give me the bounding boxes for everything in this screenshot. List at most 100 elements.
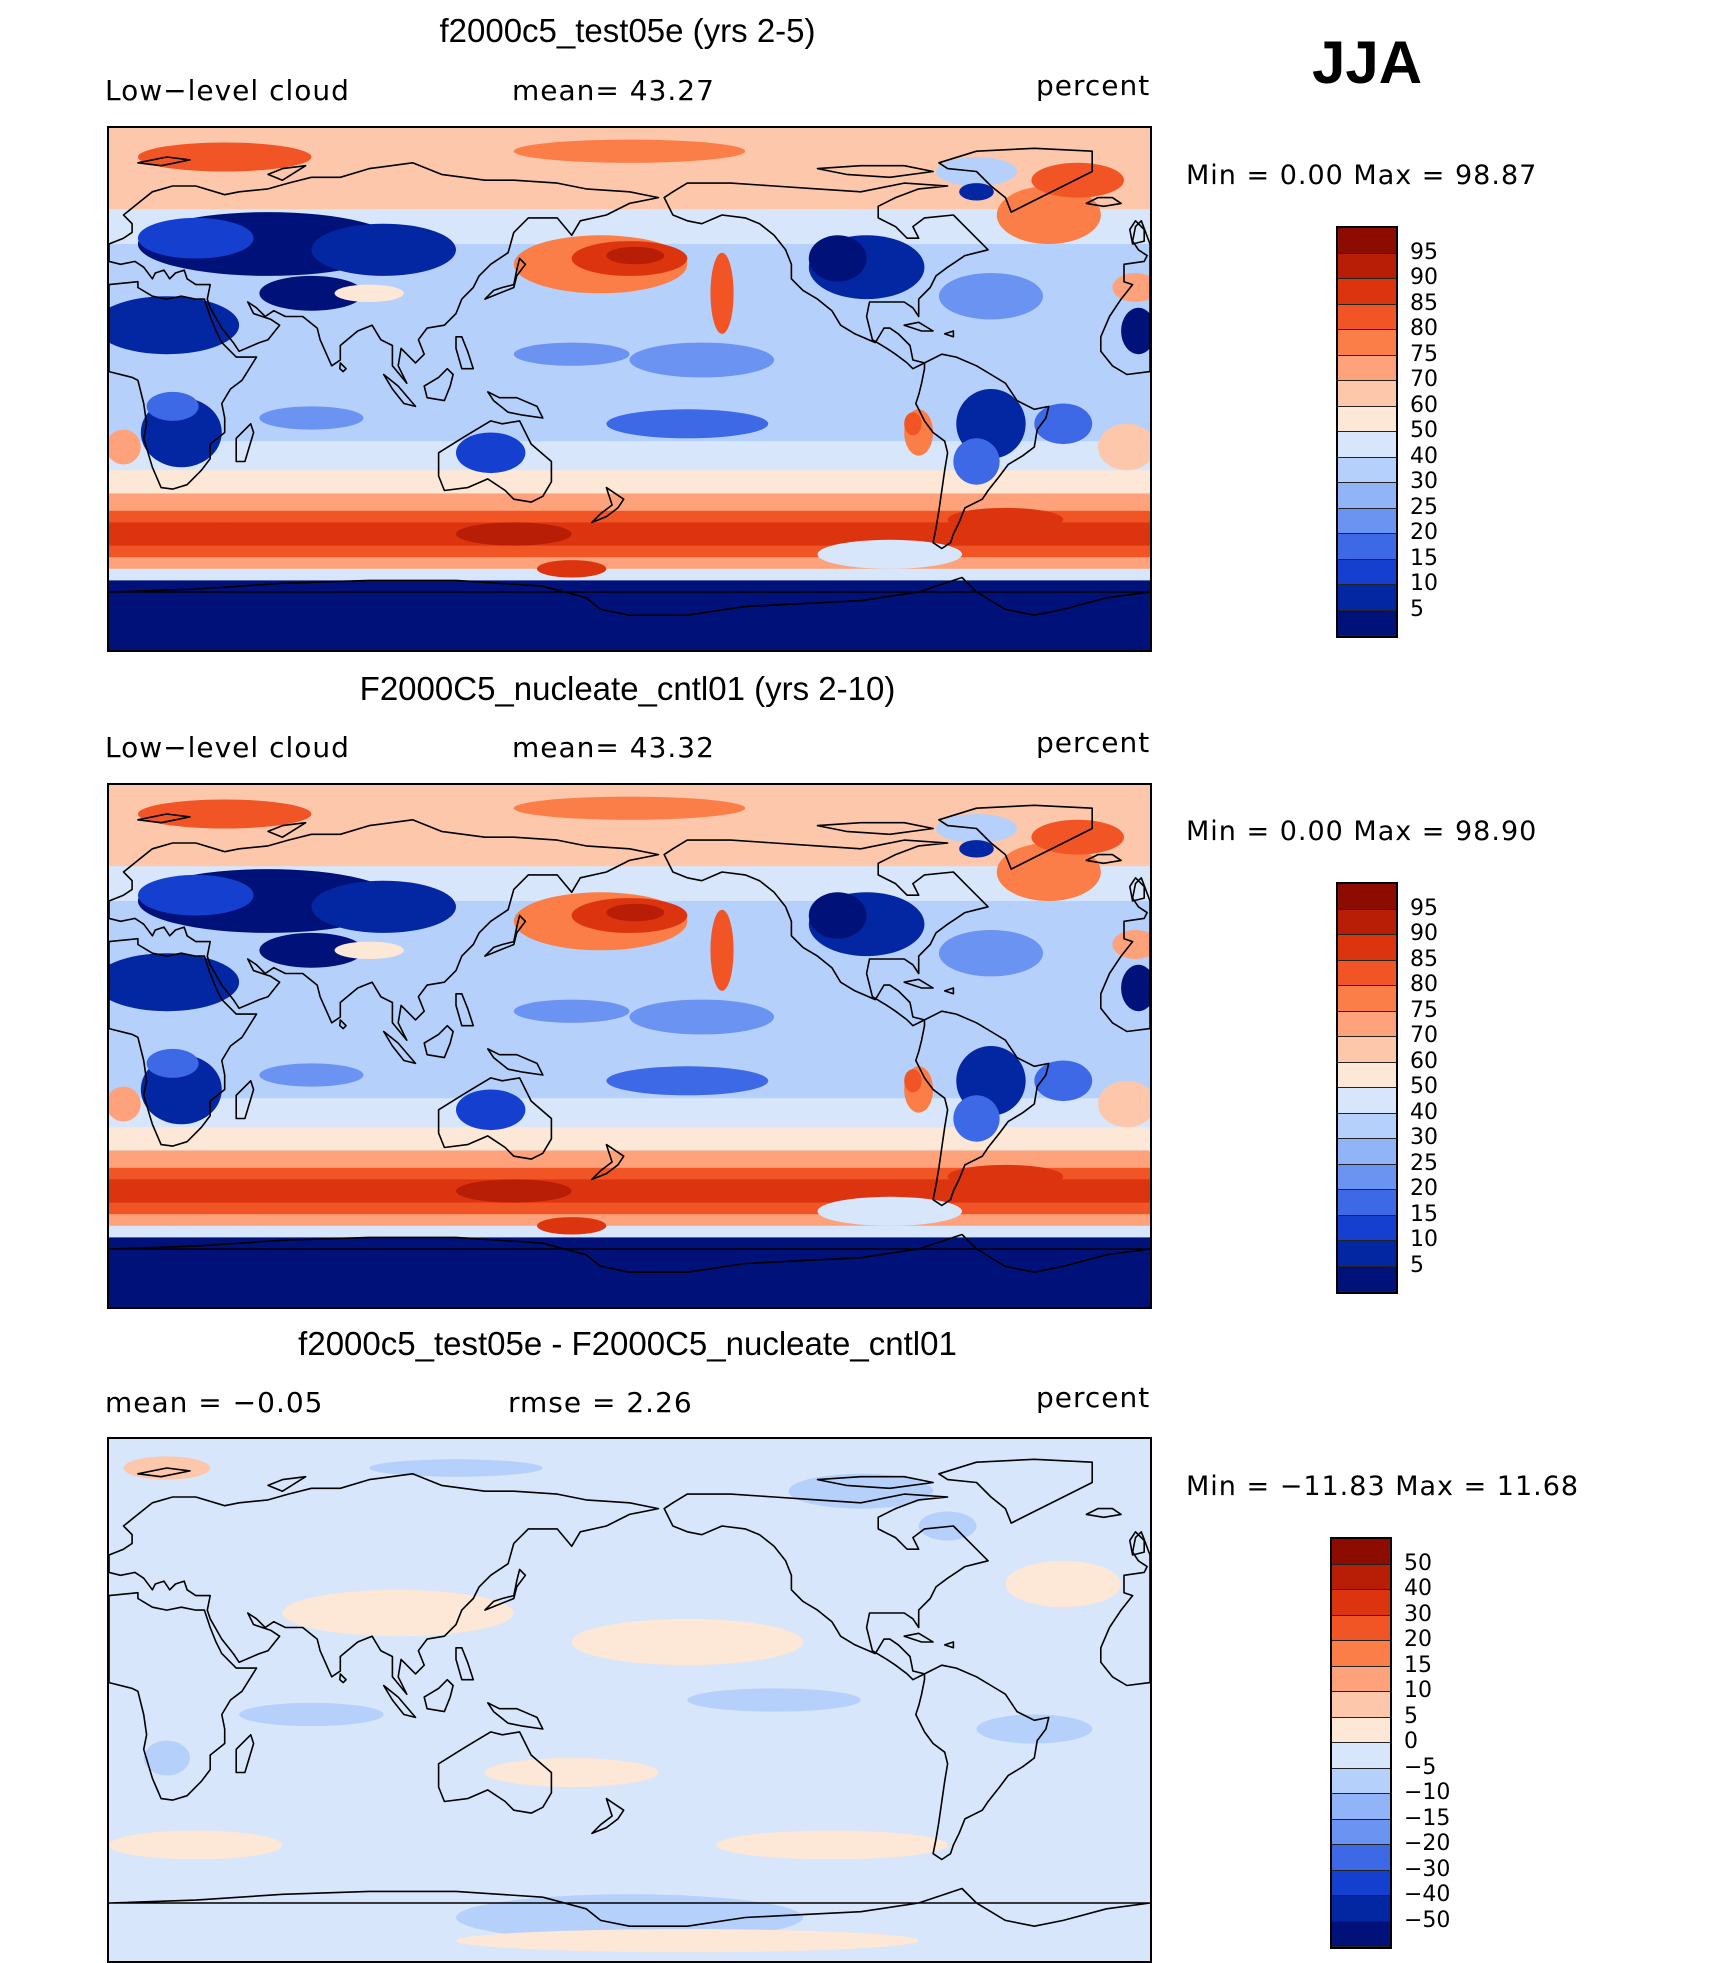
contour-region (282, 1589, 514, 1637)
contour-region (606, 409, 769, 439)
coastline (486, 1702, 544, 1730)
colorbar-tick-label: 30 (1404, 1601, 1432, 1627)
panel-1-min-max: Min = 0.00 Max = 98.87 (1186, 160, 1538, 191)
panel-3-map-svg (109, 1439, 1150, 1961)
colorbar-box (1338, 1011, 1396, 1037)
colorbar-tick-label: 40 (1410, 443, 1438, 469)
contour-region (137, 217, 254, 259)
coastline (455, 993, 475, 1027)
coastline (137, 1467, 191, 1478)
coastline (591, 1143, 625, 1181)
coastline (437, 1731, 553, 1814)
colorbar-box (1338, 1215, 1396, 1241)
contour-region (571, 1618, 803, 1666)
contour-region (369, 1459, 543, 1477)
contour-region (606, 246, 665, 265)
coastline (914, 353, 1050, 550)
colorbar-box (1338, 1241, 1396, 1267)
colorbar-box (1338, 279, 1396, 305)
coastline (903, 978, 934, 989)
coastline (423, 367, 454, 402)
coastline (938, 1458, 1094, 1524)
contour-region (536, 560, 607, 578)
contour-region (953, 438, 1000, 485)
contour-region (996, 843, 1101, 901)
colorbar-box (1338, 935, 1396, 961)
contour-region (109, 296, 240, 355)
contour-region (513, 999, 630, 1023)
coastline (663, 1493, 989, 1681)
coastline (1128, 220, 1145, 245)
coastline (109, 1591, 258, 1801)
colorbar-box (1332, 1641, 1390, 1667)
coastline (914, 1010, 1050, 1207)
contour-region (513, 342, 630, 366)
panel-2-units-label: percent (1036, 726, 1151, 759)
contour-region (137, 874, 254, 916)
coastline (914, 1664, 1050, 1861)
contour-region (629, 999, 775, 1035)
colorbar-box (1338, 355, 1396, 381)
colorbar-tick-label: 25 (1410, 1150, 1438, 1176)
panel-2-min-max: Min = 0.00 Max = 98.90 (1186, 816, 1538, 847)
contour-region (146, 1048, 199, 1078)
contour-region (259, 1063, 364, 1087)
coastline (137, 813, 191, 824)
panel-2-map (107, 783, 1152, 1309)
colorbar-box (1338, 1062, 1396, 1088)
colorbar-tick-label: 50 (1404, 1550, 1432, 1576)
colorbar-tick-label: 5 (1410, 1252, 1424, 1278)
colorbar-tick-label: −20 (1404, 1831, 1451, 1856)
contour-region (817, 539, 963, 569)
contour-region (259, 275, 364, 311)
contour-region (947, 1164, 1064, 1189)
contour-region (311, 880, 456, 933)
colorbar-tick-label: 70 (1410, 367, 1438, 392)
panel-2-mean-label: mean= 43.32 (512, 731, 715, 764)
colorbar-box (1332, 1768, 1390, 1794)
coastline (486, 1048, 544, 1076)
contour-region (710, 252, 734, 334)
colorbar-box (1332, 1615, 1390, 1641)
colorbar-tick-label: 15 (1410, 1201, 1438, 1227)
coastline (235, 1079, 255, 1120)
coastline (938, 804, 1094, 870)
coastline (484, 1568, 527, 1611)
colorbar-box (1338, 1088, 1396, 1114)
colorbar-tick-label: 95 (1410, 239, 1438, 265)
contour-region (456, 1089, 526, 1131)
colorbar-box (1332, 1743, 1390, 1769)
coastline (484, 257, 527, 300)
coastline (109, 1233, 1150, 1274)
colorbar-box (1332, 1666, 1390, 1692)
contour-region (629, 342, 775, 378)
colorbar-tick-label: 10 (1410, 1227, 1438, 1252)
coastline (109, 818, 660, 1041)
coastline (339, 362, 347, 373)
contour-region (334, 941, 404, 959)
colorbar-tick-label: 40 (1410, 1099, 1438, 1125)
coastline (1128, 877, 1145, 902)
coastline (1099, 220, 1150, 376)
colorbar-tick-label: 50 (1410, 1074, 1438, 1099)
coastline (382, 373, 417, 408)
colorbar-box (1338, 1113, 1396, 1139)
colorbar-box (1338, 508, 1396, 534)
colorbar-tick-label: 30 (1410, 469, 1438, 494)
contour-region (513, 796, 746, 820)
contour-region (904, 412, 922, 436)
colorbar-tick-label: 60 (1410, 1048, 1438, 1074)
coastline (486, 391, 544, 419)
contour-region (456, 432, 526, 474)
coastline (816, 1475, 934, 1490)
coastline (137, 156, 191, 167)
contour-region (484, 1758, 659, 1787)
contour-region (1034, 403, 1093, 445)
contour-region (817, 1196, 963, 1226)
colorbar-box (1338, 960, 1396, 986)
season-label: JJA (1312, 29, 1423, 96)
panel-2-title: F2000C5_nucleate_cntl01 (yrs 2-10) (359, 670, 896, 707)
panel-3-units-label: percent (1036, 1381, 1151, 1414)
coastline (339, 1673, 347, 1684)
panel-1-mean-label: mean= 43.27 (512, 74, 715, 107)
